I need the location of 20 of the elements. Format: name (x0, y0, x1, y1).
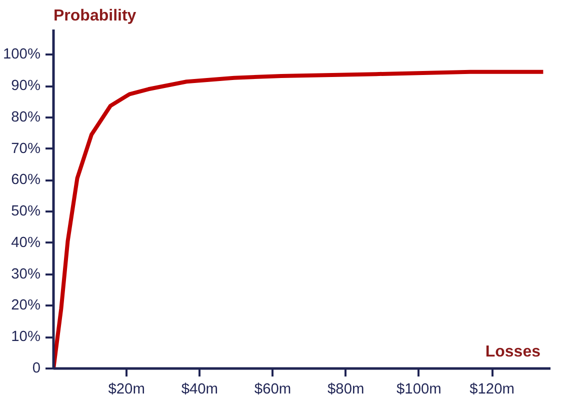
line-series (54, 70, 546, 368)
y-tick-label: 80% (11, 109, 41, 126)
x-tick-label: $120m (470, 382, 514, 398)
x-axis-title: Losses (485, 344, 541, 360)
y-tick-label: 20% (11, 298, 41, 314)
y-axis-title: Probability (54, 8, 136, 24)
y-tick-label: 100% (3, 46, 41, 63)
y-tick-label: 50% (11, 204, 41, 220)
y-tick-label: 70% (11, 140, 41, 157)
x-tick-label: $100m (396, 382, 442, 398)
x-tick-label: $80m (328, 382, 364, 398)
x-tick-label: $40m (181, 382, 218, 398)
x-tick-label: $20m (108, 382, 145, 398)
y-tick-label: 0 (32, 360, 41, 376)
y-tick-label: 60% (11, 172, 41, 188)
x-tick-label: $60m (254, 382, 292, 398)
y-tick-label: 90% (11, 78, 41, 94)
y-tick-label: 10% (11, 329, 41, 346)
y-tick-label: 30% (11, 266, 41, 282)
y-tick-label: 40% (11, 234, 41, 251)
